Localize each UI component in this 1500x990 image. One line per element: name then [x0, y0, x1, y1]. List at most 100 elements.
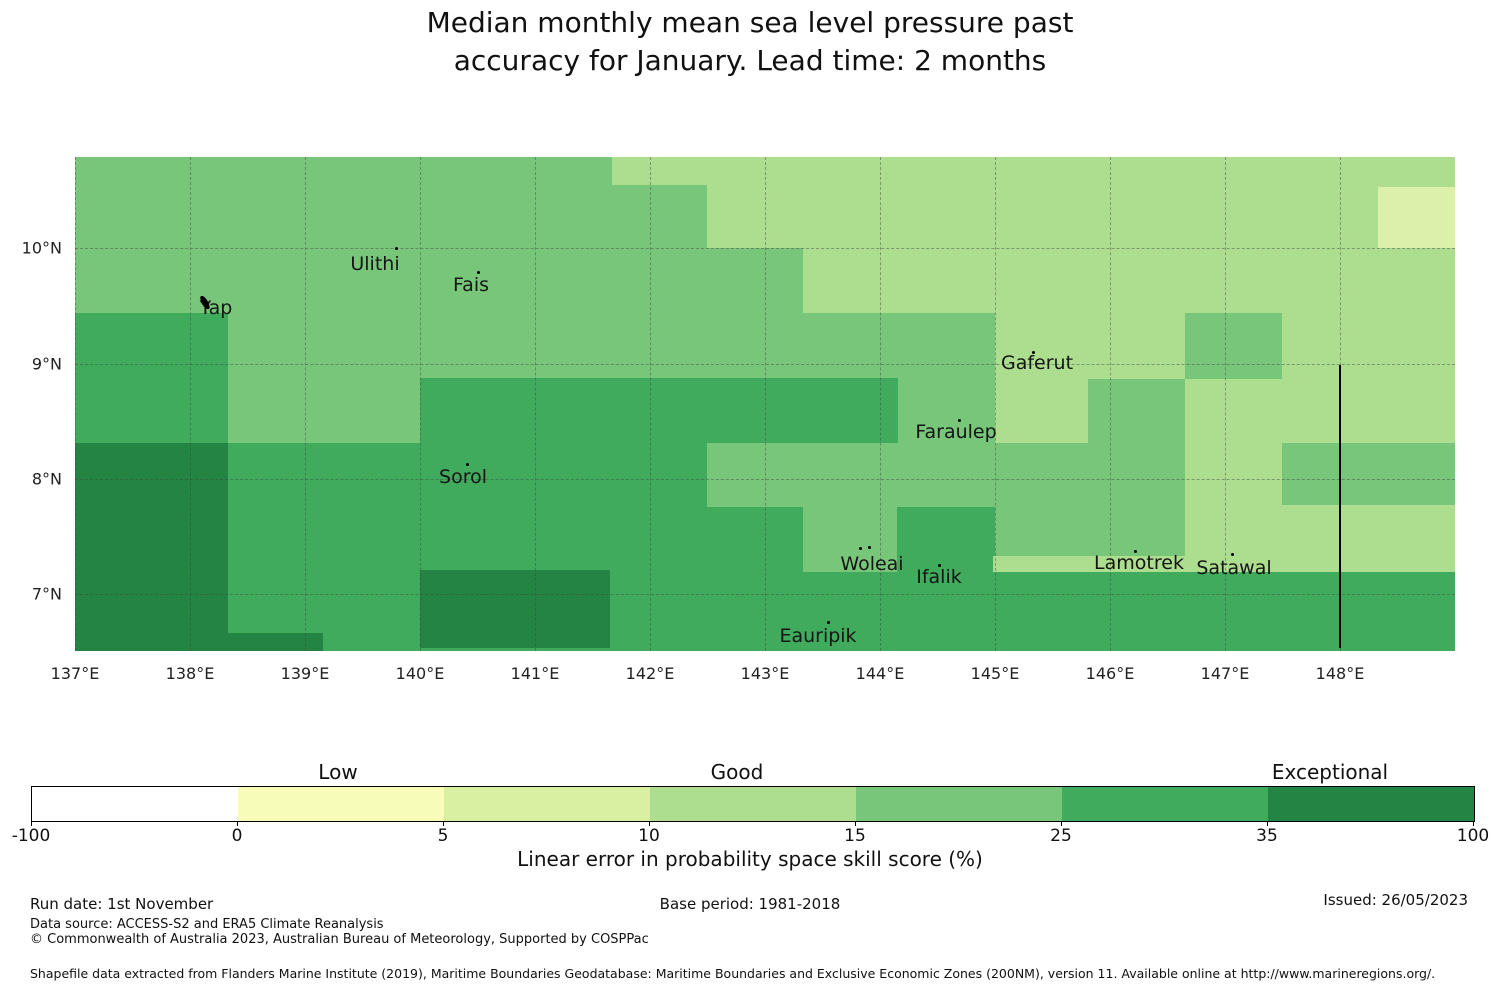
map-cell-bin-15-25 [1088, 379, 1185, 443]
colorbar-tickmark--100 [31, 821, 32, 826]
map-cell-bin-10-15 [612, 157, 1455, 185]
map-cell-bin-10-15 [1185, 443, 1282, 572]
colorbar-segment--100to0 [32, 787, 238, 821]
map-cell-bin-25-35 [420, 378, 898, 443]
x-tick-146°E: 146°E [1085, 664, 1135, 683]
map-cell-bin-10-15 [993, 556, 1185, 572]
copyright-text: © Commonwealth of Australia 2023, Austra… [30, 932, 649, 947]
island-label-gaferut: Gaferut [1000, 352, 1074, 374]
island-label-woleai: Woleai [840, 553, 904, 575]
gridline-137°E [75, 157, 76, 651]
data-source-text: Data source: ACCESS-S2 and ERA5 Climate … [30, 917, 384, 932]
gridline-7°N [75, 594, 1455, 595]
x-tick-142°E: 142°E [625, 664, 675, 683]
colorbar-segment-25to35 [1062, 787, 1268, 821]
colorbar-tickmark-5 [443, 821, 444, 826]
x-tick-137°E: 137°E [50, 664, 100, 683]
colorbar-tick-10: 10 [638, 826, 660, 846]
colorbar-segment-0to5 [238, 787, 444, 821]
map-cell-bin-15-25 [1185, 313, 1282, 379]
chart-title-line2: accuracy for January. Lead time: 2 month… [453, 44, 1047, 77]
colorbar-segment-15to25 [856, 787, 1062, 821]
map-cell-bin-10-15 [1282, 505, 1455, 572]
base-period-text: Base period: 1981-2018 [659, 895, 841, 913]
gridline-139°E [305, 157, 306, 651]
colorbar-segment-10to15 [650, 787, 856, 821]
map-cell-bin-10-15 [707, 185, 1455, 248]
colorbar-tick-25: 25 [1050, 826, 1072, 846]
colorbar-axis-label: Linear error in probability space skill … [517, 847, 983, 871]
y-tick-8°N: 8°N [31, 469, 62, 489]
map-cell-bin-35-100 [228, 633, 323, 651]
gridline-144°E [880, 157, 881, 651]
issued-text: Issued: 26/05/2023 [1323, 891, 1468, 909]
x-tick-144°E: 144°E [855, 664, 905, 683]
y-tick-10°N: 10°N [21, 238, 62, 258]
gridline-146°E [1110, 157, 1111, 651]
colorbar-tickmark-35 [1267, 821, 1268, 826]
colorbar-tick-5: 5 [437, 826, 449, 846]
gridline-143°E [765, 157, 766, 651]
island-label-faraulep: Faraulep [915, 421, 997, 443]
colorbar-category-good: Good [710, 760, 764, 784]
chart-title-line1: Median monthly mean sea level pressure p… [426, 6, 1074, 39]
colorbar-tick-35: 35 [1256, 826, 1278, 846]
colorbar [31, 786, 1475, 822]
y-tick-7°N: 7°N [31, 584, 62, 604]
island-label-fais: Fais [452, 274, 490, 296]
gridline-145°E [995, 157, 996, 651]
island-label-satawal: Satawal [1196, 557, 1272, 579]
island-dot-satawal [1231, 553, 1234, 556]
map-cell-bin-15-25 [803, 507, 897, 572]
island-dot-gaferut [1032, 351, 1035, 354]
island-dot-sorol [466, 463, 469, 466]
island-dot-eauripik [827, 621, 830, 624]
map-cell-bin-15-25 [707, 443, 995, 507]
x-tick-140°E: 140°E [395, 664, 445, 683]
y-tick-9°N: 9°N [31, 354, 62, 374]
run-date-text: Run date: 1st November [30, 895, 214, 913]
colorbar-category-low: Low [318, 760, 358, 784]
x-tick-143°E: 143°E [740, 664, 790, 683]
x-tick-145°E: 145°E [970, 664, 1020, 683]
skill-score-map: Ulithi Fais Yap Gaferut Faraulep Sorol Woleai I… [75, 157, 1455, 651]
colorbar-tick--100: -100 [11, 826, 51, 846]
eez-boundary-line [1339, 365, 1341, 648]
map-cell-bin-5-10 [1378, 187, 1455, 248]
colorbar-tickmark-10 [649, 821, 650, 826]
colorbar-tick-0: 0 [231, 826, 243, 846]
colorbar-tickmark-15 [855, 821, 856, 826]
x-tick-139°E: 139°E [280, 664, 330, 683]
gridline-141°E [535, 157, 536, 651]
gridline-147°E [1225, 157, 1226, 651]
island-dot-lamotrek [1134, 550, 1137, 553]
colorbar-tickmark-25 [1061, 821, 1062, 826]
island-dot-woleai [868, 546, 871, 549]
island-label-ifalik: Ifalik [916, 566, 962, 588]
colorbar-tick-15: 15 [844, 826, 866, 846]
island-dot-woleai [859, 547, 862, 550]
map-cell-bin-35-100 [75, 443, 228, 651]
gridline-9°N [75, 364, 1455, 365]
colorbar-tickmark-100 [1473, 821, 1474, 826]
gridline-10°N [75, 248, 1455, 249]
map-cell-bin-10-15 [803, 248, 1455, 313]
x-tick-147°E: 147°E [1200, 664, 1250, 683]
island-dot-ifalik [938, 564, 941, 567]
colorbar-segment-5to10 [444, 787, 650, 821]
colorbar-segment-35to100 [1268, 787, 1474, 821]
map-cell-bin-35-100 [420, 570, 610, 648]
island-label-eauripik: Eauripik [779, 625, 857, 647]
map-cell-bin-15-25 [1282, 443, 1455, 505]
island-label-sorol: Sorol [439, 466, 487, 488]
island-dot-faraulep [958, 419, 961, 422]
colorbar-tick-100: 100 [1456, 826, 1490, 846]
colorbar-tickmark-0 [237, 821, 238, 826]
x-tick-141°E: 141°E [510, 664, 560, 683]
gridline-8°N [75, 479, 1455, 480]
gridline-140°E [420, 157, 421, 651]
island-label-lamotrek: Lamotrek [1094, 552, 1184, 574]
island-label-ulithi: Ulithi [350, 253, 400, 275]
gridline-142°E [650, 157, 651, 651]
